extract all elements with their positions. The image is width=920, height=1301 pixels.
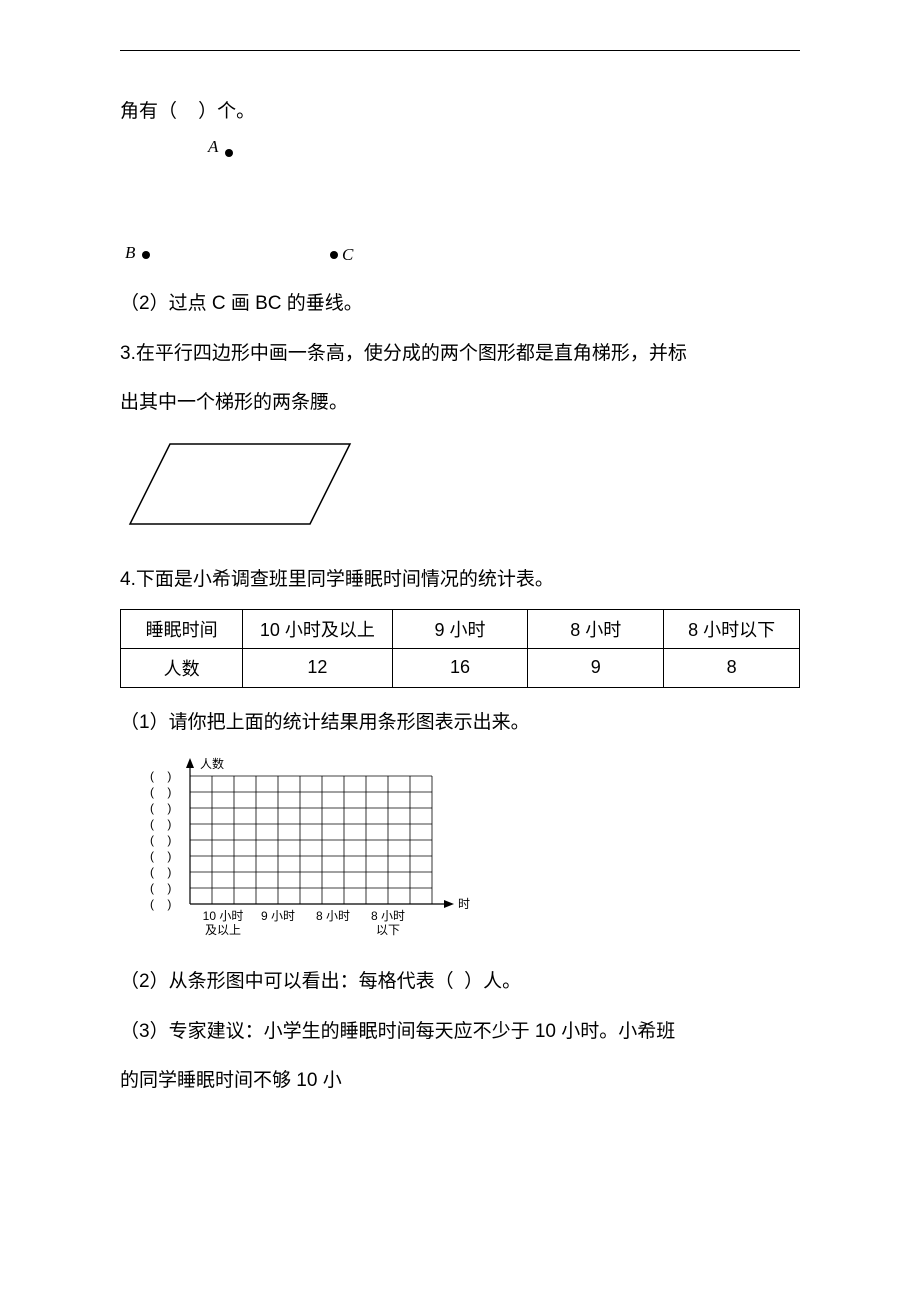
table-cell: 12: [243, 648, 392, 687]
table-header-cell: 睡眠时间: [121, 609, 243, 648]
table-header-cell: 8 小时: [528, 609, 664, 648]
page-top-rule: [120, 50, 800, 51]
abc-points-diagram: A B C: [130, 143, 360, 273]
table-header-cell: 8 小时以下: [664, 609, 800, 648]
y-axis-label: 人数: [200, 756, 224, 771]
point-c-label: C: [342, 245, 353, 265]
table-cell: 9: [528, 648, 664, 687]
parallelogram-svg: [120, 436, 360, 536]
q4-sub2: （2）从条形图中可以看出：每格代表（ ）人。: [120, 961, 800, 1003]
y-tick-placeholder: ( ): [150, 849, 171, 863]
table-header-cell: 9 小时: [392, 609, 528, 648]
x-axis-label: 时间: [458, 897, 470, 911]
point-a-dot: [225, 149, 233, 157]
x-category-label: 以下: [376, 923, 400, 937]
table-cell: 16: [392, 648, 528, 687]
parallelogram-figure: [120, 436, 800, 541]
table-row-label: 人数: [121, 648, 243, 687]
q4-sub3-line1: （3）专家建议：小学生的睡眠时间每天应不少于 10 小时。小希班: [120, 1011, 800, 1053]
y-axis-arrow: [186, 758, 194, 768]
table-header-cell: 10 小时及以上: [243, 609, 392, 648]
point-a-label: A: [208, 137, 218, 157]
q2-text: （2）过点 C 画 BC 的垂线。: [120, 283, 800, 325]
y-tick-placeholder: ( ): [150, 785, 171, 799]
q3-line2: 出其中一个梯形的两条腰。: [120, 382, 800, 424]
y-tick-placeholder: ( ): [150, 897, 171, 911]
sleep-stats-table: 睡眠时间 10 小时及以上 9 小时 8 小时 8 小时以下 人数 12 16 …: [120, 609, 800, 688]
q4-sub1: （1）请你把上面的统计结果用条形图表示出来。: [120, 702, 800, 744]
x-axis-arrow: [444, 900, 454, 908]
y-tick-placeholder: ( ): [150, 801, 171, 815]
table-header-row: 睡眠时间 10 小时及以上 9 小时 8 小时 8 小时以下: [121, 609, 800, 648]
x-category-label: 10 小时: [203, 909, 244, 923]
x-category-label: 及以上: [205, 923, 241, 937]
q1-tail-text: 角有（ ）个。: [120, 91, 800, 133]
table-cell: 8: [664, 648, 800, 687]
y-tick-placeholder: ( ): [150, 865, 171, 879]
q3-line1: 3.在平行四边形中画一条高，使分成的两个图形都是直角梯形，并标: [120, 333, 800, 375]
parallelogram-shape: [130, 444, 350, 524]
x-category-label: 8 小时: [316, 909, 350, 923]
point-b-dot: [142, 251, 150, 259]
x-category-label: 8 小时: [371, 909, 405, 923]
table-data-row: 人数 12 16 9 8: [121, 648, 800, 687]
y-tick-placeholder: ( ): [150, 769, 171, 783]
x-category-label: 9 小时: [261, 909, 295, 923]
page-content: 角有（ ）个。 A B C （2）过点 C 画 BC 的垂线。 3.在平行四边形…: [0, 91, 920, 1102]
y-tick-placeholder: ( ): [150, 881, 171, 895]
blank-bar-chart: 人数时间 ( ) ( ) ( ) ( ) ( ) ( ) ( ) ( ) ( ) 10 小时及以上 9…: [130, 752, 800, 947]
bar-chart-svg: 人数时间 ( ) ( ) ( ) ( ) ( ) ( ) ( ) ( ) ( ) 10 小时及以上 9…: [130, 752, 470, 942]
point-c-dot: [330, 251, 338, 259]
q4-sub3-line2: 的同学睡眠时间不够 10 小: [120, 1060, 800, 1102]
point-b-label: B: [125, 243, 135, 263]
y-tick-placeholder: ( ): [150, 817, 171, 831]
y-tick-placeholder: ( ): [150, 833, 171, 847]
q4-intro: 4.下面是小希调查班里同学睡眠时间情况的统计表。: [120, 559, 800, 601]
